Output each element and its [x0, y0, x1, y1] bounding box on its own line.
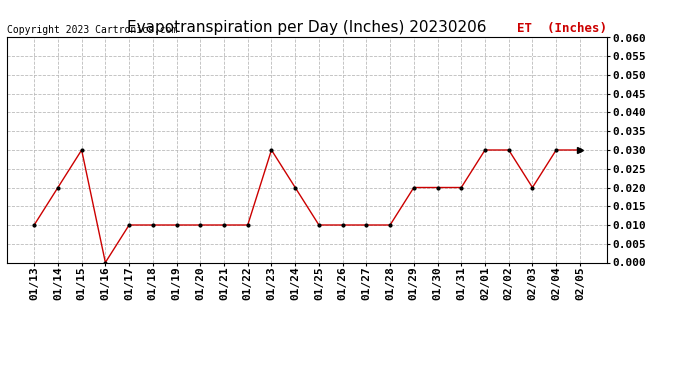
Title: Evapotranspiration per Day (Inches) 20230206: Evapotranspiration per Day (Inches) 2023…: [127, 20, 487, 35]
Text: ET  (Inches): ET (Inches): [518, 22, 607, 35]
Text: Copyright 2023 Cartronics.com: Copyright 2023 Cartronics.com: [7, 25, 177, 35]
